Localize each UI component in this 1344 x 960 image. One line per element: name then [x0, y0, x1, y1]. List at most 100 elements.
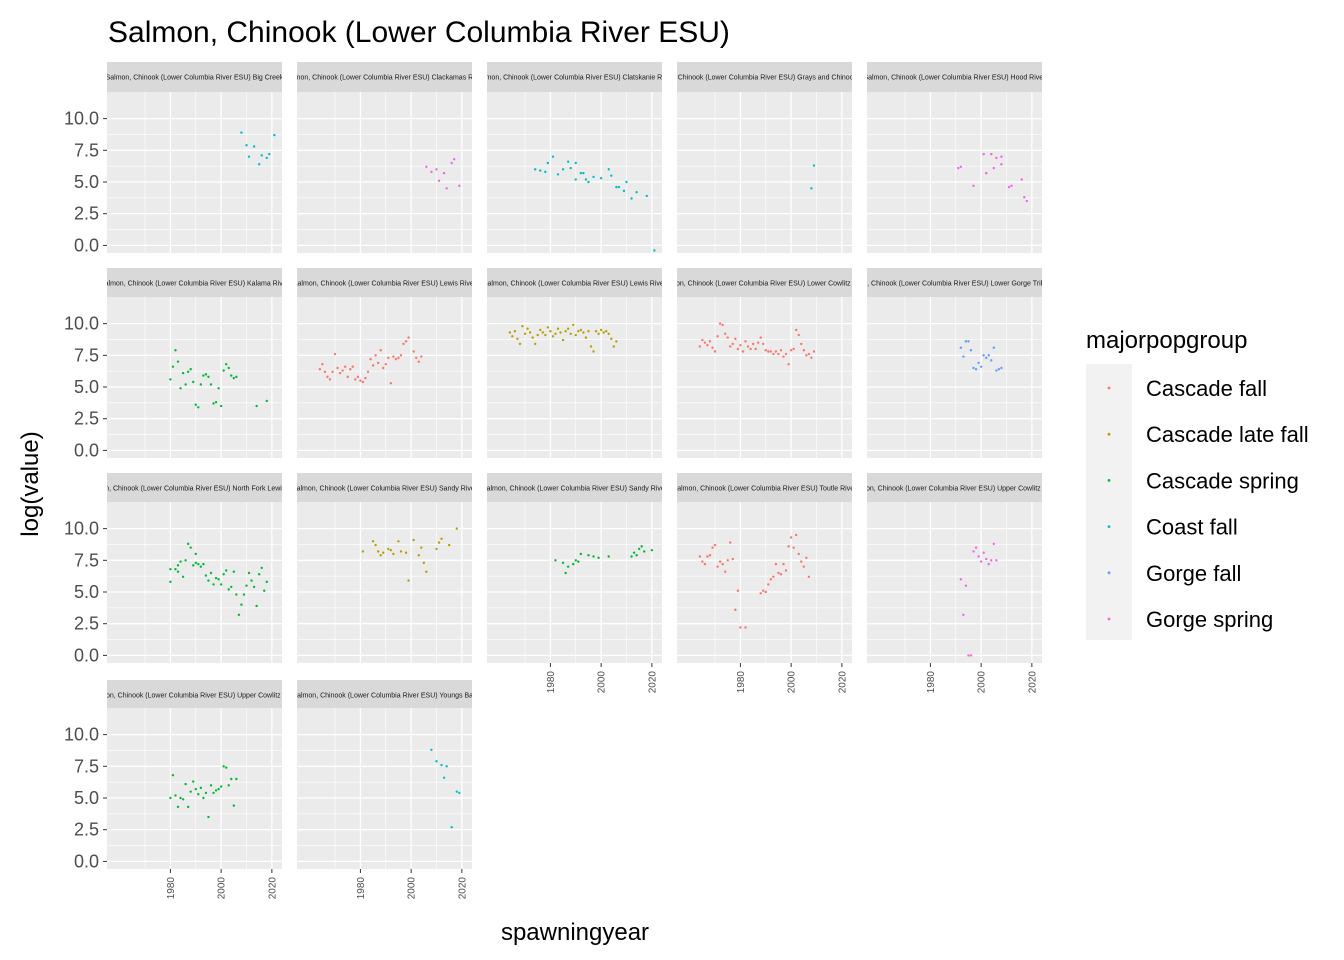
data-point: [584, 178, 588, 181]
data-point: [579, 328, 583, 332]
facet-panel: Salmon, Chinook (Lower Columbia River ES…: [487, 62, 662, 253]
data-point: [739, 626, 742, 629]
legend-entry: Cascade late fall: [1107, 422, 1309, 447]
data-point: [186, 542, 190, 546]
data-point: [242, 593, 246, 596]
data-point: [379, 349, 382, 352]
data-point: [425, 165, 428, 168]
data-point: [713, 350, 717, 353]
data-point: [407, 579, 410, 582]
data-point: [574, 178, 577, 181]
facet-strip: [487, 268, 662, 298]
data-point: [420, 546, 423, 549]
data-point: [516, 337, 519, 341]
data-point: [698, 345, 702, 348]
legend-entry: Cascade fall: [1107, 376, 1267, 401]
data-point: [767, 350, 770, 353]
data-point: [759, 336, 762, 339]
data-point: [645, 194, 648, 198]
data-point: [802, 349, 806, 352]
data-point: [584, 336, 588, 339]
data-point: [440, 537, 443, 540]
legend-title: majorpopgroup: [1086, 327, 1247, 354]
data-point: [179, 560, 182, 563]
facet-panel: Salmon, Chinook (Lower Columbia River ES…: [867, 62, 1042, 253]
data-point: [521, 324, 524, 328]
data-point: [997, 368, 1001, 371]
y-axis-label: log(value): [17, 431, 44, 536]
data-point: [387, 547, 390, 551]
x-tick-label: 1980: [166, 877, 177, 900]
data-point: [959, 346, 963, 349]
data-point: [969, 654, 973, 657]
data-point: [990, 152, 993, 156]
data-point: [729, 541, 732, 544]
facet-panel: Salmon, Chinook (Lower Columbia River ES…: [64, 473, 282, 665]
facet-strip-label: Salmon, Chinook (Lower Columbia River ES…: [285, 75, 486, 82]
data-point: [987, 354, 990, 357]
data-point: [713, 543, 717, 547]
y-tick-label: 5.0: [74, 582, 99, 602]
data-point: [176, 564, 180, 567]
data-point: [572, 323, 575, 327]
data-point: [174, 567, 177, 571]
data-point: [615, 185, 618, 189]
data-point: [554, 559, 557, 562]
data-point: [227, 588, 230, 591]
y-tick-label: 0.0: [74, 235, 99, 255]
data-point: [382, 551, 385, 554]
data-point: [541, 331, 544, 334]
data-point: [192, 564, 195, 567]
facet-panel-background: [297, 502, 472, 663]
data-point: [250, 579, 253, 582]
y-tick-label: 5.0: [74, 788, 99, 808]
data-point: [204, 791, 208, 795]
legend-label: Cascade spring: [1146, 468, 1299, 493]
data-point: [594, 330, 598, 333]
facet-strip-label: Salmon, Chinook (Lower Columbia River ES…: [100, 281, 290, 288]
data-point: [546, 326, 550, 329]
data-point: [425, 570, 428, 573]
data-point: [985, 356, 988, 360]
data-point: [561, 338, 565, 342]
data-point: [260, 566, 263, 570]
data-point: [209, 784, 213, 787]
data-point: [169, 378, 172, 381]
data-point: [420, 355, 423, 358]
facet-gridlines: [297, 502, 472, 663]
data-point: [212, 791, 215, 795]
data-point: [607, 332, 610, 335]
data-point: [982, 152, 985, 156]
data-point: [533, 342, 537, 346]
y-tick-label: 2.5: [74, 820, 99, 840]
facet-panel: Salmon, Chinook (Lower Columbia River ES…: [64, 62, 284, 255]
data-point: [549, 330, 552, 333]
facet-strip-label: Salmon, Chinook (Lower Columbia River ES…: [106, 75, 284, 82]
x-tick-label: 1980: [356, 877, 367, 900]
data-point: [174, 794, 177, 797]
facet-strip: [677, 268, 852, 298]
facet-points: [959, 542, 998, 657]
data-point: [726, 559, 729, 562]
data-point: [592, 175, 595, 179]
facet-strip-label: Salmon, Chinook (Lower Columbia River ES…: [850, 486, 1060, 493]
data-point: [643, 550, 646, 553]
data-point: [260, 154, 263, 157]
data-point: [982, 551, 985, 554]
facet-gridlines: [107, 502, 282, 663]
facet-strip-label: Salmon, Chinook (Lower Columbia River ES…: [483, 281, 667, 288]
x-tick-label: 2020: [457, 877, 468, 900]
data-point: [718, 322, 722, 325]
x-tick-label: 2020: [647, 671, 658, 694]
facet-strip-label: Salmon, Chinook (Lower Columbia River ES…: [843, 281, 1066, 288]
facet-strip-label: Salmon, Chinook (Lower Columbia River ES…: [660, 281, 870, 288]
facet-panel-background: [107, 708, 282, 869]
facet-strip: [487, 62, 662, 92]
data-point: [599, 328, 603, 332]
data-point: [779, 573, 783, 576]
x-axis-label: spawningyear: [501, 919, 649, 946]
data-point: [257, 163, 261, 166]
data-point: [222, 765, 225, 768]
data-point: [957, 166, 960, 170]
data-point: [605, 330, 608, 333]
